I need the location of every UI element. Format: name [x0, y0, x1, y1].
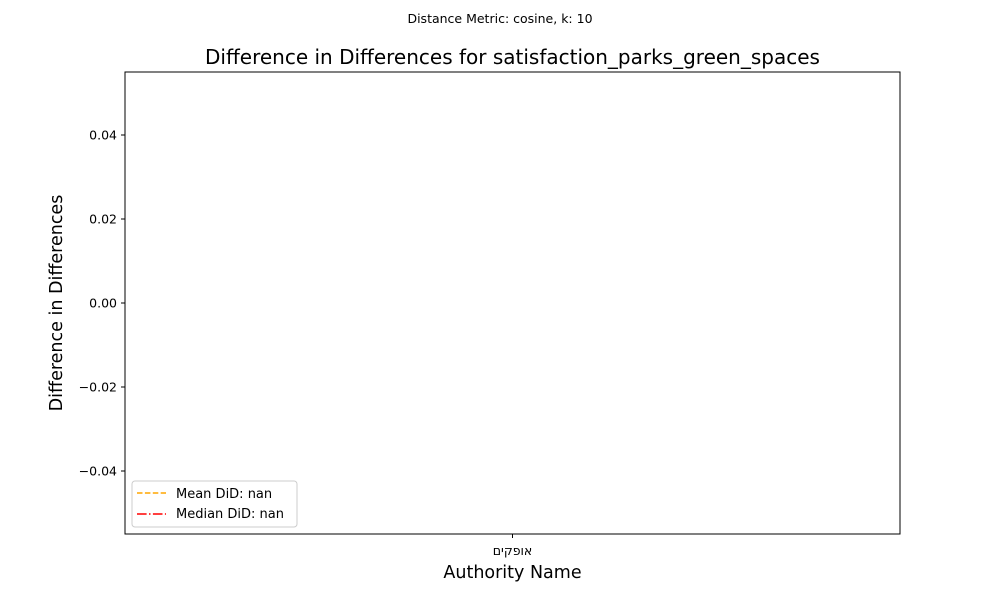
- y-tick-label: 0.02: [89, 212, 117, 227]
- legend-mean-label: Mean DiD: nan: [176, 487, 272, 502]
- chart-title: Difference in Differences for satisfacti…: [205, 45, 820, 69]
- y-tick-label: 0.00: [89, 296, 117, 311]
- plot-area: [124, 71, 901, 535]
- y-axis-ticks: −0.04 −0.02 0.00 0.02 0.04: [79, 128, 125, 479]
- chart-suptitle: Distance Metric: cosine, k: 10: [407, 11, 592, 26]
- y-tick-label: 0.04: [89, 128, 117, 143]
- y-axis-label: Difference in Differences: [47, 195, 67, 412]
- x-axis-label: Authority Name: [443, 563, 581, 583]
- legend-box: [131, 480, 298, 528]
- x-tick-label: אופקים: [493, 543, 533, 558]
- x-axis-ticks: אופקים: [493, 534, 533, 558]
- legend: Mean DiD: nan Median DiD: nan: [131, 480, 298, 528]
- y-tick-label: −0.04: [79, 464, 117, 479]
- legend-median-label: Median DiD: nan: [176, 507, 284, 522]
- y-tick-label: −0.02: [79, 380, 117, 395]
